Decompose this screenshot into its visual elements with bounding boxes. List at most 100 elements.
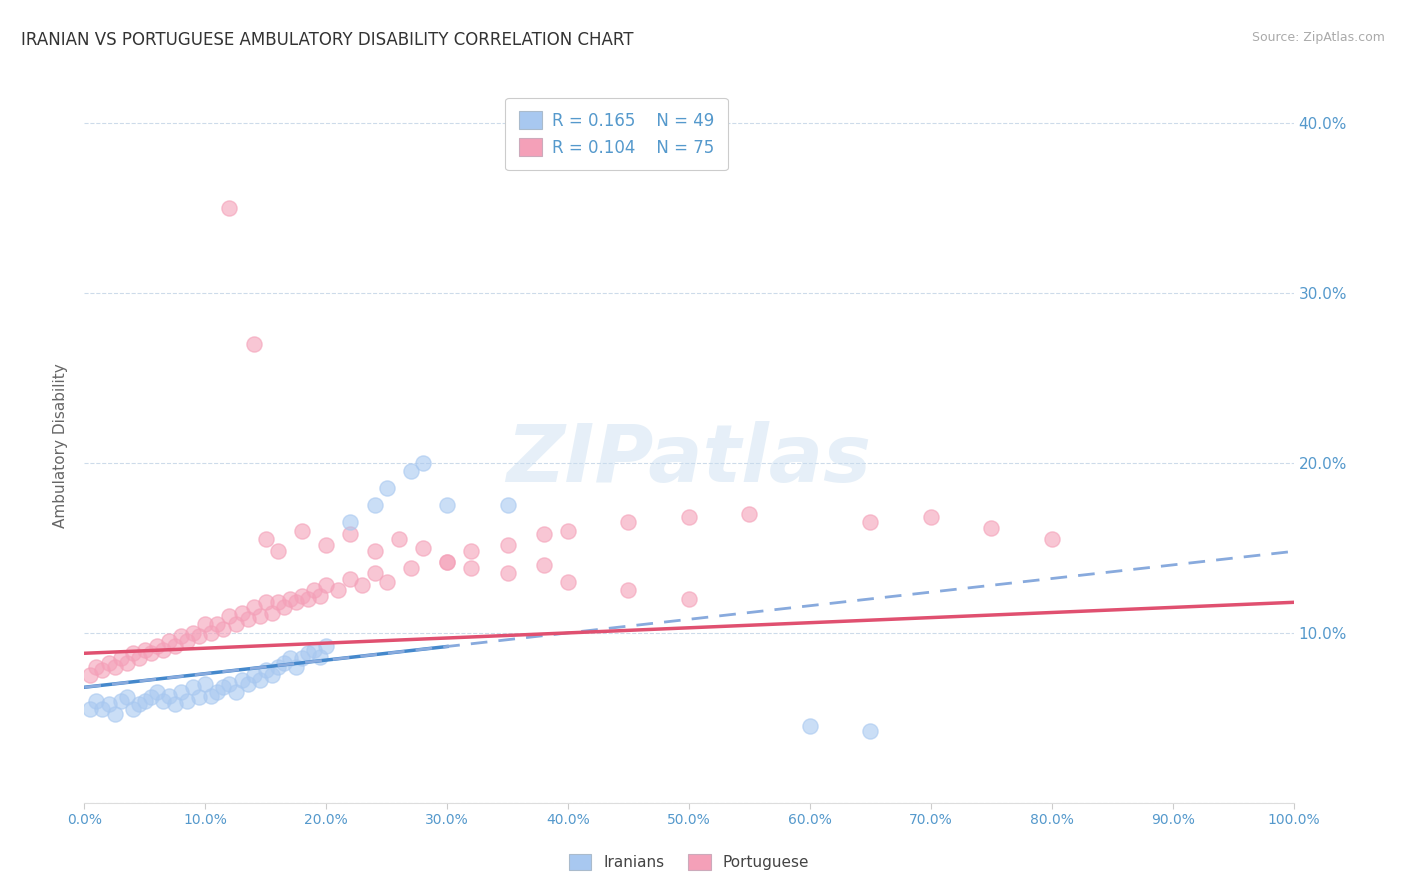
Point <box>363 544 385 558</box>
Point <box>152 694 174 708</box>
Point <box>315 640 337 654</box>
Point <box>291 524 314 538</box>
Point <box>236 612 259 626</box>
Point <box>254 595 277 609</box>
Point <box>315 537 337 551</box>
Point <box>231 673 253 688</box>
Point <box>249 673 271 688</box>
Point <box>738 507 761 521</box>
Point <box>267 595 290 609</box>
Point <box>242 337 264 351</box>
Point <box>302 643 325 657</box>
Point <box>91 663 114 677</box>
Point <box>157 634 180 648</box>
Point <box>115 690 138 705</box>
Point <box>236 677 259 691</box>
Point <box>859 516 882 530</box>
Text: Source: ZipAtlas.com: Source: ZipAtlas.com <box>1251 31 1385 45</box>
Point <box>309 649 332 664</box>
Point <box>207 617 229 632</box>
Point <box>291 651 314 665</box>
Point <box>86 694 108 708</box>
Point <box>242 600 264 615</box>
Point <box>254 533 277 547</box>
Point <box>218 608 240 623</box>
Point <box>121 646 143 660</box>
Point <box>200 689 222 703</box>
Point <box>375 482 398 496</box>
Point <box>388 533 411 547</box>
Point <box>412 541 434 555</box>
Point <box>157 689 180 703</box>
Point <box>170 629 193 643</box>
Point <box>339 516 361 530</box>
Point <box>249 608 271 623</box>
Point <box>260 668 283 682</box>
Point <box>79 702 101 716</box>
Point <box>339 527 361 541</box>
Point <box>302 583 325 598</box>
Point <box>104 660 127 674</box>
Point <box>134 694 156 708</box>
Point <box>496 499 519 513</box>
Point <box>278 591 301 606</box>
Point <box>121 702 143 716</box>
Point <box>194 617 217 632</box>
Point <box>363 566 385 581</box>
Point <box>297 591 319 606</box>
Point <box>436 555 458 569</box>
Point <box>496 537 519 551</box>
Point <box>557 574 579 589</box>
Point <box>139 690 162 705</box>
Point <box>267 660 290 674</box>
Point <box>212 680 235 694</box>
Point <box>86 660 108 674</box>
Point <box>291 589 314 603</box>
Point <box>460 561 482 575</box>
Point <box>315 578 337 592</box>
Point <box>225 685 247 699</box>
Point <box>285 595 308 609</box>
Point <box>799 719 821 733</box>
Legend: Iranians, Portuguese: Iranians, Portuguese <box>558 844 820 880</box>
Point <box>218 677 240 691</box>
Y-axis label: Ambulatory Disability: Ambulatory Disability <box>53 364 69 528</box>
Point <box>260 606 283 620</box>
Point <box>399 465 422 479</box>
Point <box>165 698 187 712</box>
Point <box>110 694 132 708</box>
Point <box>170 685 193 699</box>
Text: ZIPatlas: ZIPatlas <box>506 421 872 500</box>
Point <box>200 626 222 640</box>
Point <box>176 694 198 708</box>
Text: IRANIAN VS PORTUGUESE AMBULATORY DISABILITY CORRELATION CHART: IRANIAN VS PORTUGUESE AMBULATORY DISABIL… <box>21 31 634 49</box>
Point <box>496 566 519 581</box>
Point <box>278 651 301 665</box>
Point <box>242 668 264 682</box>
Point <box>152 643 174 657</box>
Point <box>533 558 555 572</box>
Point <box>181 680 204 694</box>
Point <box>375 574 398 589</box>
Point <box>212 623 235 637</box>
Point <box>225 617 247 632</box>
Point <box>412 456 434 470</box>
Point <box>557 524 579 538</box>
Point <box>181 626 204 640</box>
Point <box>352 578 374 592</box>
Point <box>194 677 217 691</box>
Point <box>309 589 332 603</box>
Point <box>678 591 700 606</box>
Point <box>533 527 555 541</box>
Point <box>617 583 640 598</box>
Point <box>146 640 169 654</box>
Point <box>920 510 942 524</box>
Point <box>207 685 229 699</box>
Point <box>231 606 253 620</box>
Point <box>176 634 198 648</box>
Point <box>139 646 162 660</box>
Point <box>97 657 120 671</box>
Point <box>363 499 385 513</box>
Point <box>267 544 290 558</box>
Point <box>110 651 132 665</box>
